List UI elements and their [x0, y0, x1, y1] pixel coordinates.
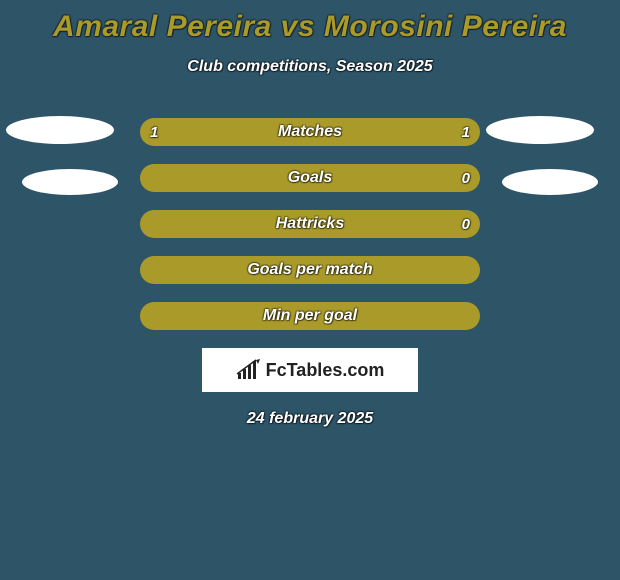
player2-ellipse-top	[486, 116, 594, 144]
stat-row-goals: Goals 0	[140, 164, 480, 192]
page-title: Amaral Pereira vs Morosini Pereira	[0, 0, 620, 44]
stat-label: Min per goal	[140, 307, 480, 325]
logo-text: FcTables.com	[266, 360, 385, 381]
player1-ellipse-second	[22, 169, 118, 195]
snapshot-date: 24 february 2025	[0, 410, 620, 428]
stat-row-matches: 1 Matches 1	[140, 118, 480, 146]
stat-row-hattricks: Hattricks 0	[140, 210, 480, 238]
stat-right-value: 0	[462, 216, 470, 233]
stats-chart-icon	[236, 359, 262, 381]
stat-label: Hattricks	[140, 215, 480, 233]
infographic-card: Amaral Pereira vs Morosini Pereira Club …	[0, 0, 620, 580]
stat-right-value: 1	[462, 124, 470, 141]
subtitle: Club competitions, Season 2025	[0, 58, 620, 76]
comparison-chart: 1 Matches 1 Goals 0 Hattricks 0 Goals pe…	[0, 118, 620, 330]
player2-ellipse-second	[502, 169, 598, 195]
source-logo: FcTables.com	[202, 348, 418, 392]
stat-row-goals-per-match: Goals per match	[140, 256, 480, 284]
player1-ellipse-top	[6, 116, 114, 144]
stat-right-value: 0	[462, 170, 470, 187]
stat-label: Goals per match	[140, 261, 480, 279]
stat-label: Matches	[140, 123, 480, 141]
stat-row-min-per-goal: Min per goal	[140, 302, 480, 330]
stat-label: Goals	[140, 169, 480, 187]
